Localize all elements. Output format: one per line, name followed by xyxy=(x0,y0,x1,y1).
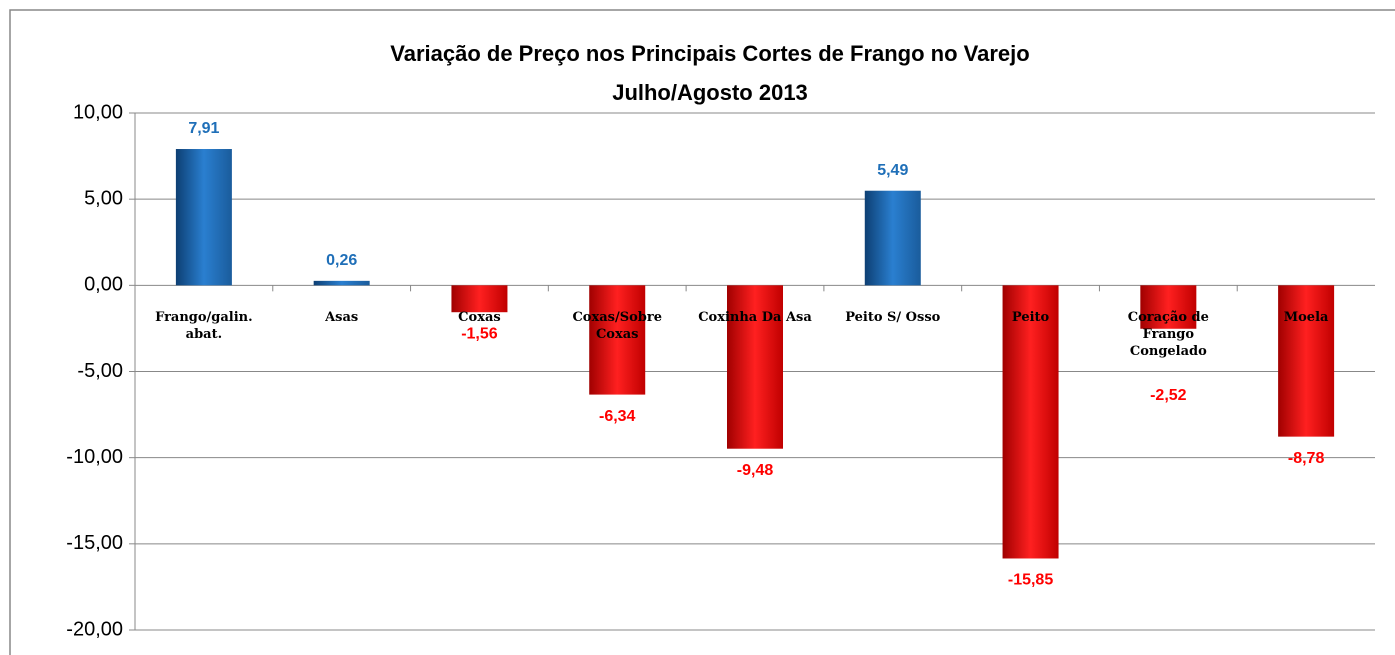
y-tick-label: 10,00 xyxy=(73,101,123,123)
x-tick-label: Frango/galin. abat. xyxy=(155,310,253,343)
x-tick-label: Moela xyxy=(1283,310,1329,326)
bar xyxy=(1278,285,1335,437)
bar xyxy=(727,285,783,449)
data-label: -1,56 xyxy=(461,325,498,342)
x-tick-label: Peito xyxy=(1011,310,1050,326)
y-tick-label: -20,00 xyxy=(66,618,123,640)
data-label: 7,91 xyxy=(188,120,219,137)
y-tick-label: 0,00 xyxy=(84,274,123,296)
x-tick-label: Peito S/ Osso xyxy=(845,310,941,326)
bar xyxy=(175,149,232,286)
chart-subtitle: Julho/Agosto 2013 xyxy=(612,80,808,105)
bar xyxy=(864,190,921,286)
data-label: -15,85 xyxy=(1008,572,1053,589)
data-label: 0,26 xyxy=(326,252,357,269)
data-label: -9,48 xyxy=(737,462,774,479)
data-label: -8,78 xyxy=(1288,450,1325,467)
chart-title: Variação de Preço nos Principais Cortes … xyxy=(390,41,1029,66)
y-tick-label: -10,00 xyxy=(66,446,123,468)
y-tick-label: 5,00 xyxy=(84,187,123,209)
frame xyxy=(9,9,1395,655)
data-label: -2,52 xyxy=(1150,387,1187,404)
x-tick-label: Coxinha Da Asa xyxy=(698,310,812,326)
x-tick-label: Coxas xyxy=(458,310,501,326)
bar xyxy=(313,280,370,286)
bar xyxy=(589,285,646,395)
data-label: 5,49 xyxy=(877,162,908,179)
bar xyxy=(1140,285,1197,329)
x-tick-label: Asas xyxy=(325,310,359,326)
bar xyxy=(1002,285,1059,559)
bar xyxy=(451,285,508,313)
data-label: -6,34 xyxy=(599,408,636,425)
y-tick-label: -5,00 xyxy=(77,360,123,382)
x-tick-label: Coxas/Sobre Coxas xyxy=(572,310,662,343)
y-tick-label: -15,00 xyxy=(66,532,123,554)
x-tick-label: Coração de Frango Congelado xyxy=(1127,310,1209,360)
